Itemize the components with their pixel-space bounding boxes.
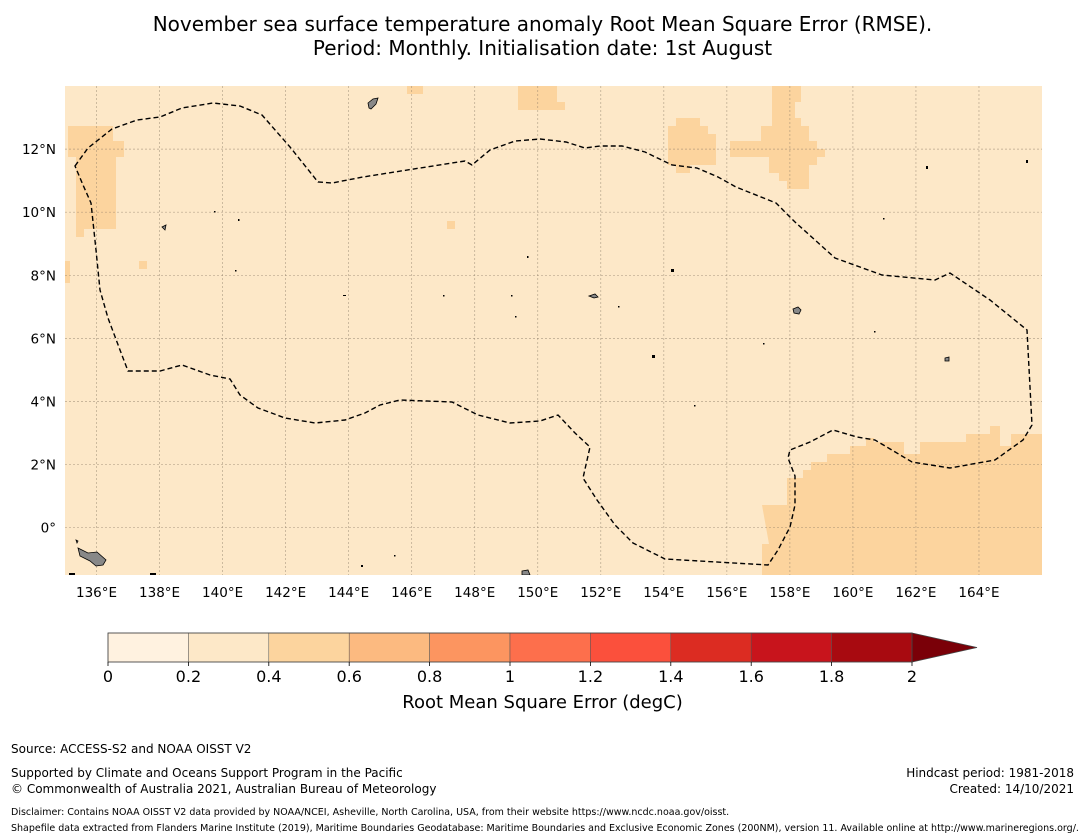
x-tick-label: 156°E — [706, 585, 747, 601]
rmse-patch-157e — [730, 86, 825, 189]
colorbar-label: Root Mean Square Error (degC) — [402, 692, 683, 713]
colorbar-tick-label: 2 — [907, 667, 917, 686]
shapefile-credit-text: Shapefile data extracted from Flanders M… — [11, 823, 1079, 834]
x-tick-label: 136°E — [76, 585, 117, 601]
y-tick-label: 2°N — [31, 458, 56, 474]
colorbar-segment — [268, 632, 350, 663]
rmse-patch-154e — [668, 118, 716, 173]
x-tick-label: 142°E — [265, 585, 306, 601]
colorbar-tick-label: 1.8 — [819, 667, 844, 686]
colorbar-tick-label: 0.8 — [417, 667, 442, 686]
copyright-text: © Commonwealth of Australia 2021, Austra… — [11, 782, 437, 796]
island-south — [521, 569, 531, 575]
x-axis-ticks: 136°E 138°E 140°E 142°E 144°E 146°E 148°E 150°E… — [76, 585, 1000, 601]
eez-boundary-line — [74, 102, 1033, 566]
x-tick-label: 152°E — [580, 585, 621, 601]
colorbar-segment — [750, 632, 832, 663]
island-yap — [161, 224, 167, 231]
rmse-patch-136e — [68, 126, 124, 237]
x-tick-label: 154°E — [643, 585, 684, 601]
colorbar-tick-label: 0 — [103, 667, 113, 686]
small-atolls — [69, 160, 1028, 575]
hindcast-period-text: Hindcast period: 1981-2018 — [906, 766, 1074, 780]
map-figure: 136°E 138°E 140°E 142°E 144°E 146°E 148°E 150°E… — [22, 86, 1042, 686]
colorbar-tick-label: 0.4 — [256, 667, 281, 686]
rmse-patch-146e-top — [407, 86, 423, 94]
islands — [75, 97, 950, 575]
colorbar-segment — [590, 632, 672, 663]
island-guam — [367, 97, 379, 110]
x-tick-label: 144°E — [328, 585, 369, 601]
colorbar-segment — [188, 632, 270, 663]
x-tick-label: 162°E — [895, 585, 936, 601]
y-tick-label: 6°N — [31, 331, 56, 347]
colorbar-segment — [831, 632, 913, 663]
colorbar-segments — [107, 632, 978, 663]
rmse-patch-150e — [518, 86, 565, 110]
island-kosrae — [944, 356, 950, 362]
island-helen-reef — [75, 539, 79, 545]
x-tick-label: 150°E — [517, 585, 558, 601]
island-pohnpei — [792, 306, 802, 315]
supported-text: Supported by Climate and Oceans Support … — [11, 766, 403, 780]
colorbar-extend-max-arrow — [911, 632, 978, 663]
colorbar-tick-label: 1.6 — [738, 667, 763, 686]
disclaimer-text: Disclaimer: Contains NOAA OISST V2 data … — [11, 807, 730, 818]
x-tick-label: 148°E — [454, 585, 495, 601]
map-plot-area — [65, 86, 1042, 575]
x-tick-label: 140°E — [202, 585, 243, 601]
x-tick-label: 138°E — [139, 585, 180, 601]
colorbar: 0 0.2 0.4 0.6 0.8 1 1.2 1.4 1.6 1.8 2 — [103, 632, 978, 686]
y-axis-ticks: 0° 2°N 4°N 6°N 8°N 10°N 12°N — [22, 142, 56, 537]
rmse-patch-southeast — [762, 426, 1042, 575]
colorbar-ticks: 0 0.2 0.4 0.6 0.8 1 1.2 1.4 1.6 1.8 2 — [103, 662, 917, 686]
high-rmse-patches — [65, 86, 1042, 575]
x-tick-label: 164°E — [958, 585, 999, 601]
rmse-patch-136e-edge — [65, 261, 70, 283]
colorbar-tick-label: 0.2 — [176, 667, 201, 686]
y-tick-label: 12°N — [22, 142, 56, 158]
y-tick-label: 4°N — [31, 394, 56, 410]
x-tick-label: 146°E — [391, 585, 432, 601]
chart-title-line-2: Period: Monthly. Initialisation date: 1s… — [312, 36, 773, 60]
x-tick-label: 158°E — [769, 585, 810, 601]
rmse-patch-147e — [447, 221, 455, 229]
source-text: Source: ACCESS-S2 and NOAA OISST V2 — [11, 742, 252, 756]
created-date-text: Created: 14/10/2021 — [949, 782, 1074, 796]
colorbar-segment — [107, 632, 189, 663]
y-tick-label: 0° — [41, 521, 56, 537]
map-gridlines — [65, 86, 1042, 575]
colorbar-tick-label: 1 — [505, 667, 515, 686]
colorbar-tick-label: 1.2 — [578, 667, 603, 686]
y-tick-label: 10°N — [22, 205, 56, 221]
x-tick-label: 160°E — [832, 585, 873, 601]
rmse-patch-138e — [139, 261, 147, 269]
chart-title-line-1: November sea surface temperature anomaly… — [152, 12, 933, 36]
island-palau — [77, 547, 107, 567]
colorbar-tick-label: 0.6 — [336, 667, 361, 686]
colorbar-segment — [509, 632, 591, 663]
colorbar-segment — [670, 632, 752, 663]
island-chuuk — [587, 293, 599, 299]
y-tick-label: 8°N — [31, 268, 56, 284]
colorbar-tick-label: 1.4 — [658, 667, 683, 686]
colorbar-segment — [348, 632, 430, 663]
colorbar-segment — [429, 632, 511, 663]
